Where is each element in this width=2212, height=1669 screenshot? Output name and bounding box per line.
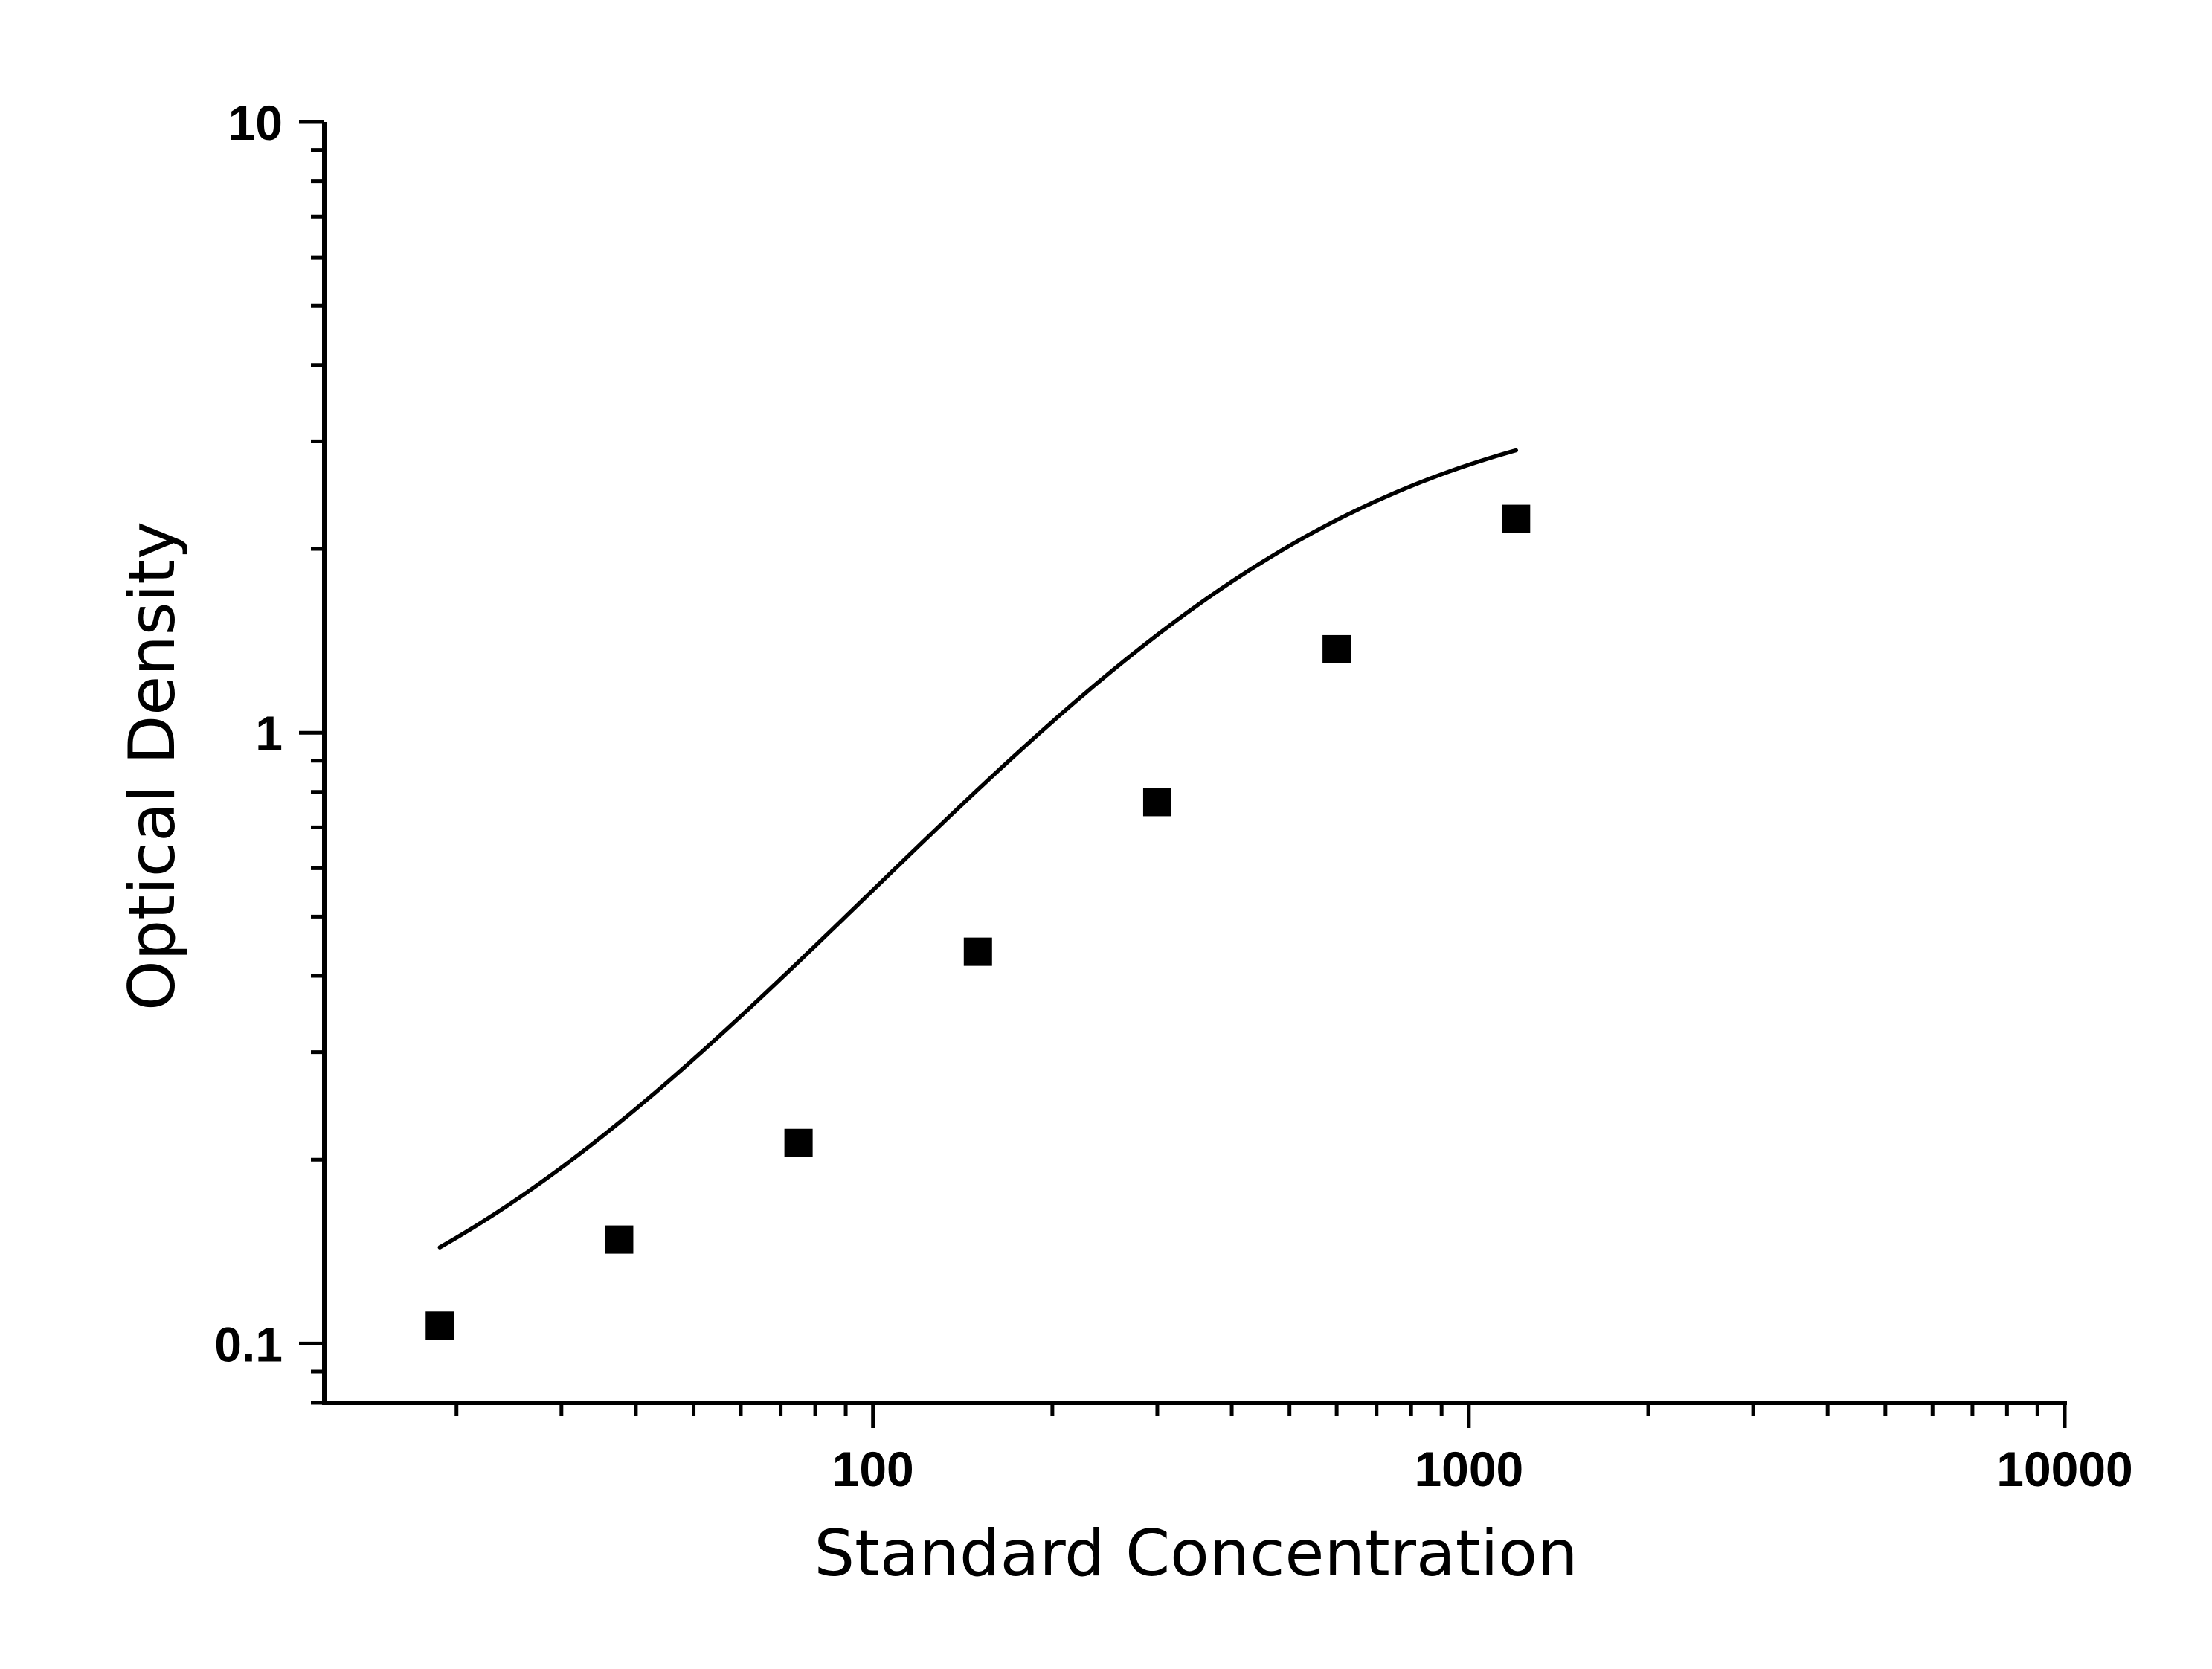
data-point-marker xyxy=(605,1225,634,1254)
data-points xyxy=(425,504,1531,1340)
tick-labels: 100 1000 10000 0.1 1 10 xyxy=(214,95,2133,1496)
axes xyxy=(322,122,2067,1405)
data-point-marker xyxy=(425,1311,454,1340)
data-point-marker xyxy=(784,1128,813,1157)
data-point-marker xyxy=(1322,634,1351,663)
y-tick-label: 10 xyxy=(228,95,283,150)
x-tick-label: 1000 xyxy=(1414,1441,1523,1496)
data-point-marker xyxy=(1142,788,1171,817)
data-point-marker xyxy=(1502,504,1531,533)
tick-marks xyxy=(299,120,2067,1428)
y-axis-title: Optical Density xyxy=(115,521,190,1011)
y-tick-label: 0.1 xyxy=(214,1316,283,1371)
y-tick-label: 1 xyxy=(255,706,283,761)
x-axis-title: Standard Concentration xyxy=(814,1517,1578,1591)
fit-curve-group xyxy=(437,448,1519,1250)
fit-curve xyxy=(437,448,1519,1250)
x-tick-label: 100 xyxy=(832,1441,914,1496)
data-point-marker xyxy=(963,937,992,966)
x-tick-label: 10000 xyxy=(1996,1441,2133,1496)
